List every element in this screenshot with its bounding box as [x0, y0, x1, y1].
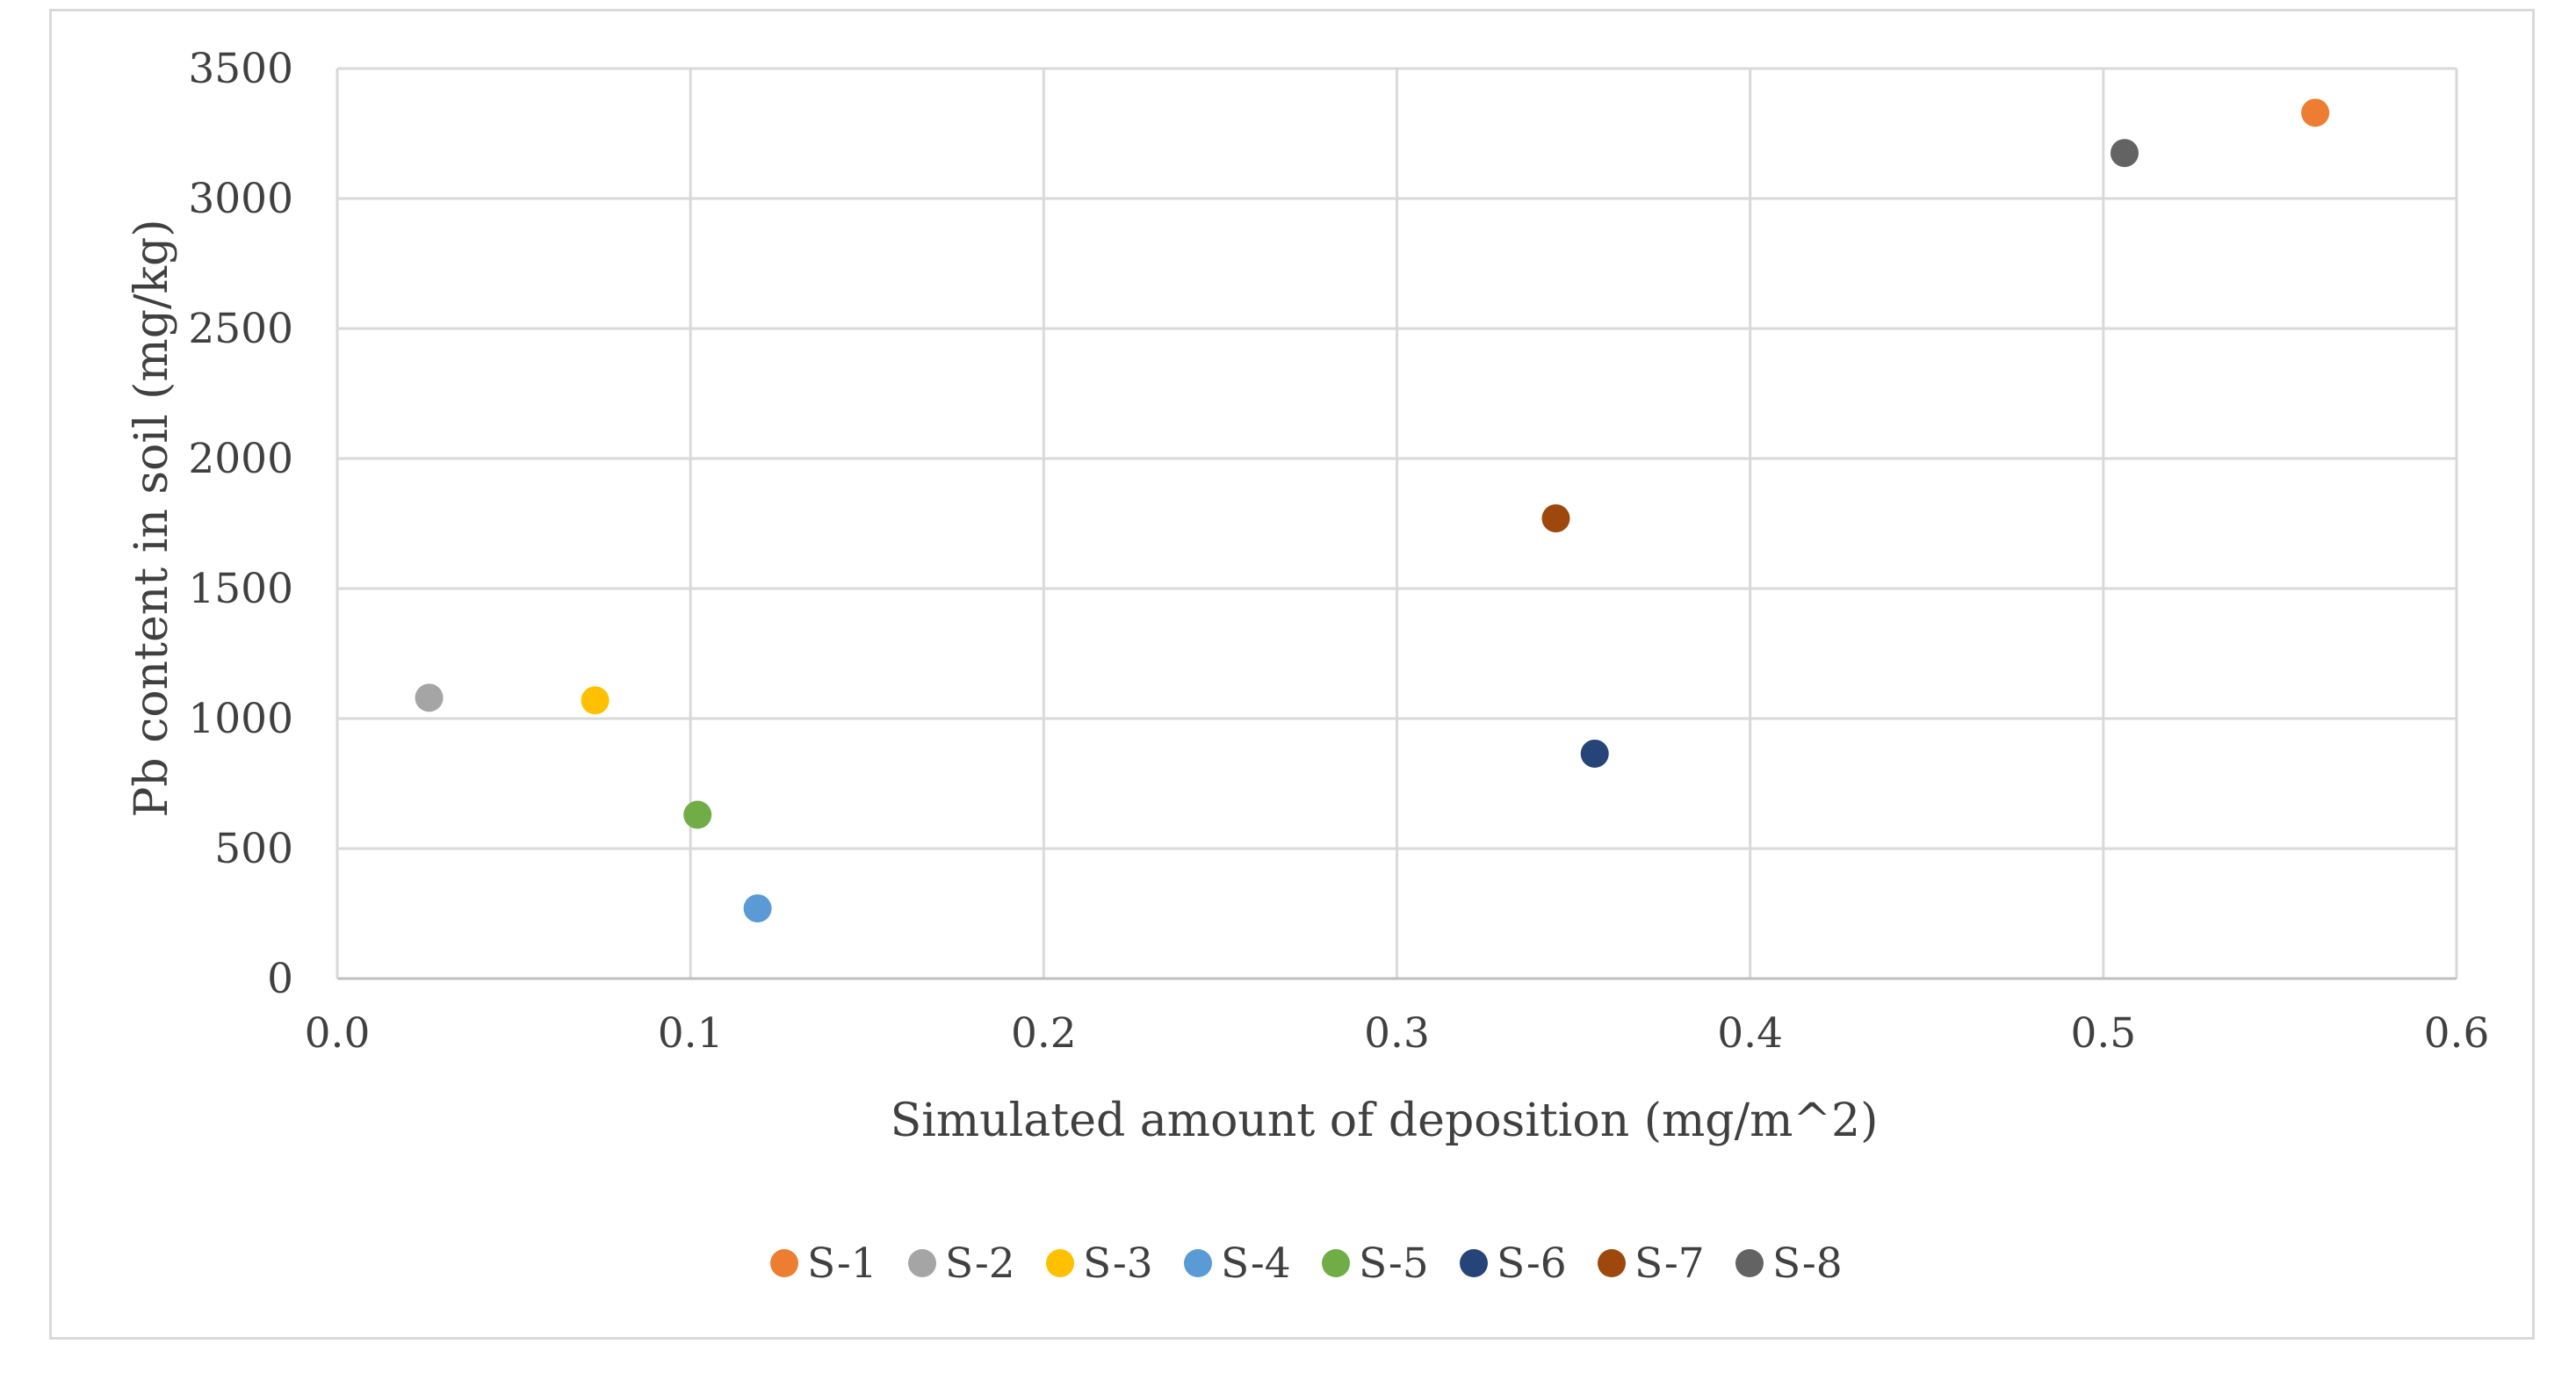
y-axis-title: Pb content in soil (mg/kg): [126, 219, 178, 817]
chart-frame: [49, 9, 2535, 1340]
x-tick-label: 0.2: [1011, 1009, 1077, 1058]
legend-marker-s-1: [770, 1249, 798, 1277]
axes: [336, 69, 2457, 980]
y-tick-label: 1000: [188, 695, 293, 743]
legend-marker-s-3: [1046, 1249, 1074, 1277]
data-point-s-6: [1580, 739, 1609, 768]
y-tick-label: 3000: [188, 175, 293, 223]
legend: S-1 S-2 S-3 S-4 S-5 S-6 S-7 S-8: [770, 1239, 1843, 1288]
grid-lines: [337, 67, 2458, 979]
x-tick-label: 0.1: [658, 1009, 724, 1058]
legend-marker-s-4: [1184, 1249, 1212, 1277]
data-point-s-7: [1541, 504, 1570, 533]
x-tick-labels: 0.0 0.1 0.2 0.3 0.4 0.5 0.6: [305, 1009, 2490, 1058]
y-tick-labels: 0 500 1000 1500 2000 2500 3000 3500: [188, 45, 293, 1003]
x-tick-label: 0.0: [305, 1009, 371, 1058]
legend-marker-s-8: [1735, 1249, 1764, 1277]
data-point-s-8: [2110, 139, 2139, 168]
y-tick-label: 2500: [188, 305, 293, 353]
legend-marker-s-7: [1598, 1249, 1626, 1277]
data-point-s-1: [2301, 98, 2330, 127]
x-tick-label: 0.4: [1717, 1009, 1783, 1058]
data-point-s-3: [581, 686, 610, 715]
legend-marker-s-2: [908, 1249, 936, 1277]
y-tick-label: 0: [267, 955, 293, 1003]
legend-marker-s-5: [1322, 1249, 1350, 1277]
y-tick-label: 500: [214, 825, 293, 873]
y-tick-label: 3500: [188, 45, 293, 93]
legend-marker-s-6: [1460, 1249, 1488, 1277]
legend-label-s-7: S-7: [1634, 1239, 1705, 1288]
x-tick-label: 0.5: [2070, 1009, 2136, 1058]
legend-label-s-1: S-1: [807, 1239, 877, 1288]
data-point-s-2: [415, 683, 444, 712]
y-tick-label: 2000: [188, 435, 293, 483]
legend-label-s-6: S-6: [1497, 1239, 1567, 1288]
data-point-s-4: [743, 894, 772, 923]
legend-label-s-8: S-8: [1772, 1239, 1843, 1288]
x-tick-label: 0.6: [2424, 1009, 2490, 1058]
data-point-s-5: [683, 800, 712, 829]
x-axis-title: Simulated amount of deposition (mg/m^2): [891, 1095, 1879, 1147]
legend-label-s-2: S-2: [945, 1239, 1015, 1288]
data-points: [415, 98, 2330, 923]
legend-label-s-5: S-5: [1359, 1239, 1429, 1288]
x-tick-label: 0.3: [1364, 1009, 1430, 1058]
y-tick-label: 1500: [188, 565, 293, 613]
legend-label-s-3: S-3: [1083, 1239, 1153, 1288]
legend-label-s-4: S-4: [1221, 1239, 1291, 1288]
